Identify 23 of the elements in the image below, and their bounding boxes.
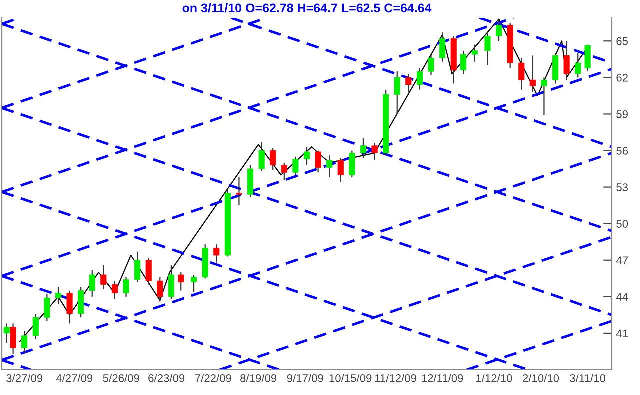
x-tick-label: 4/27/09	[56, 374, 93, 382]
y-tick-label: 53	[616, 184, 628, 192]
x-tick-label: 5/26/09	[103, 374, 140, 382]
x-tick-label: 8/19/09	[240, 374, 277, 382]
x-tick-label: 10/15/09	[330, 374, 372, 382]
chart-title: on 3/11/10 O=62.78 H=64.7 L=62.5 C=64.64	[182, 3, 432, 13]
x-tick-label: 2/10/10	[523, 374, 560, 382]
y-tick-label: 62	[616, 74, 628, 82]
y-tick-label: 56	[616, 147, 628, 155]
x-tick-label: 7/22/09	[195, 374, 232, 382]
x-tick-label: 1/12/10	[476, 374, 512, 382]
x-tick-label: 3/11/10	[570, 374, 606, 382]
y-tick-label: 44	[616, 293, 628, 301]
x-tick-label: 6/23/09	[148, 374, 185, 382]
y-tick-label: 50	[616, 220, 628, 228]
x-tick-label: 9/17/09	[287, 374, 324, 382]
y-tick-label: 65	[616, 37, 628, 46]
y-tick-label: 59	[616, 110, 628, 118]
y-tick-label: 47	[616, 256, 628, 264]
x-tick-label: 12/11/09	[422, 374, 464, 382]
y-tick-label: 41	[616, 330, 628, 338]
x-tick-label: 3/27/09	[6, 374, 43, 382]
x-tick-label: 11/12/09	[375, 374, 416, 382]
